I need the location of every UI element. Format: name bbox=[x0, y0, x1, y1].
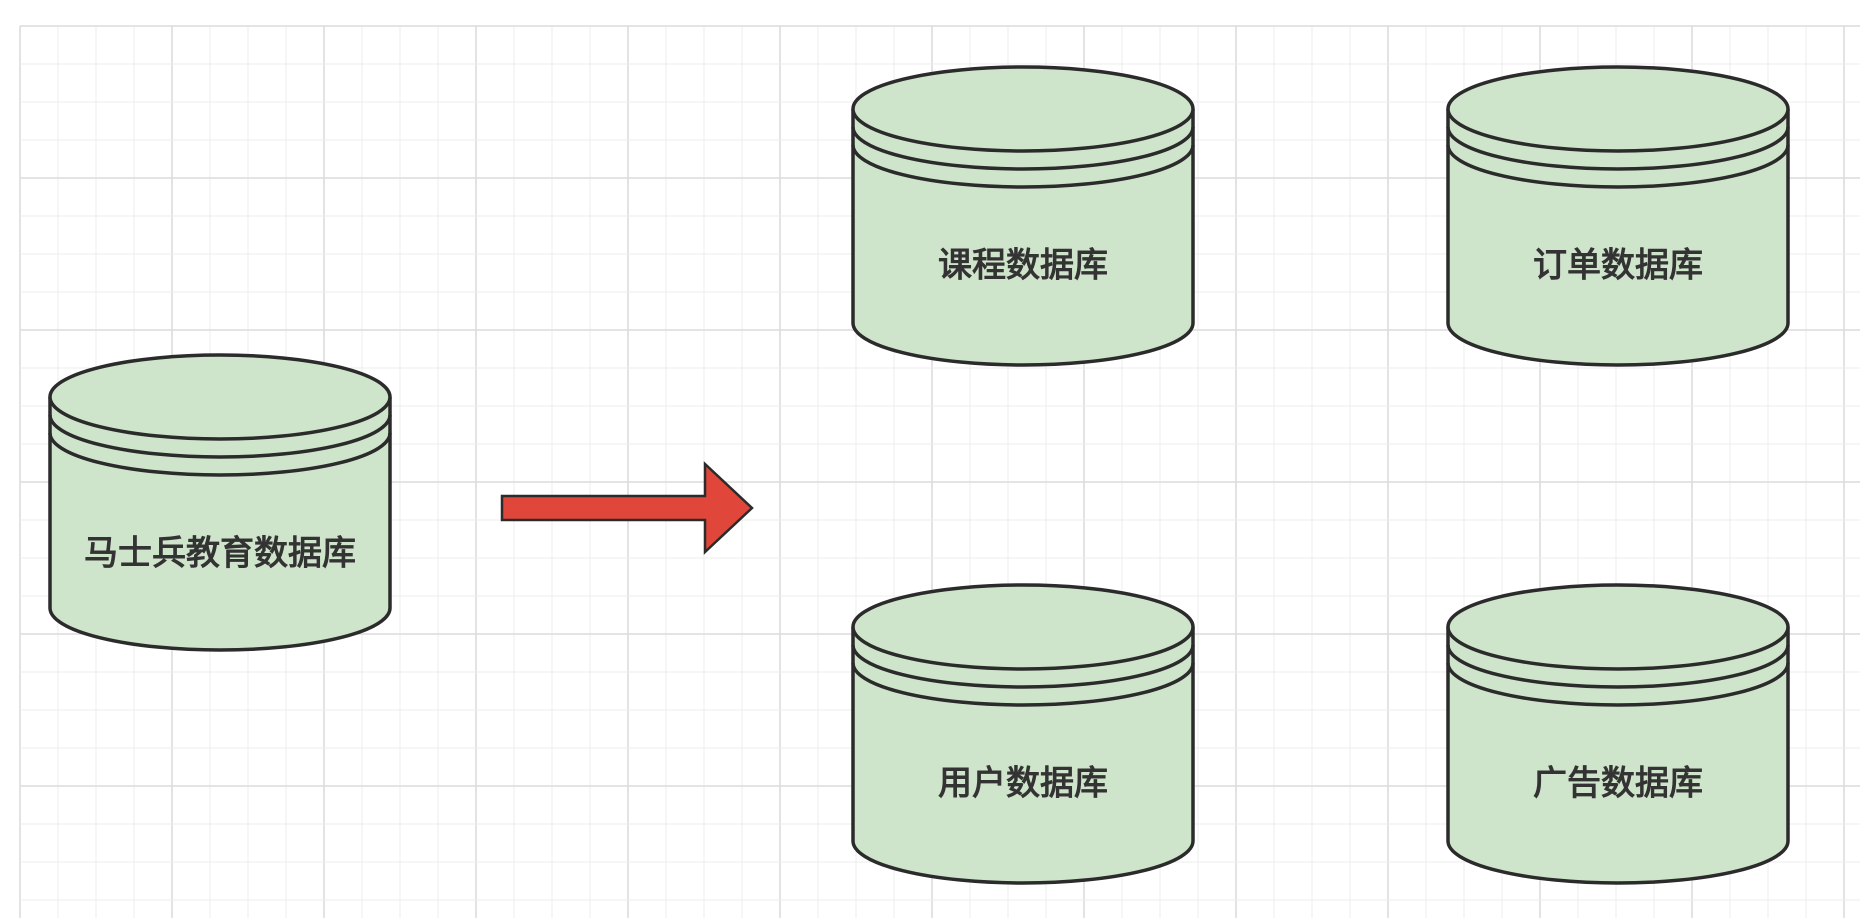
cylinder-top bbox=[1446, 583, 1790, 671]
cylinder-ring bbox=[48, 432, 392, 477]
cylinder-ring bbox=[1446, 144, 1790, 189]
target-database-ads[interactable]: 广告数据库 bbox=[1446, 583, 1790, 885]
cylinder-ring bbox=[48, 414, 392, 459]
cylinder-ring bbox=[1446, 126, 1790, 171]
target-database-user[interactable]: 用户数据库 bbox=[851, 583, 1195, 885]
cylinder-top bbox=[851, 65, 1195, 153]
cylinder-body bbox=[851, 627, 1195, 885]
cylinder-top bbox=[851, 583, 1195, 671]
user-database-label: 用户数据库 bbox=[938, 764, 1108, 804]
cylinder-ring bbox=[851, 144, 1195, 189]
cylinder-ring bbox=[1446, 644, 1790, 689]
cylinder-ring bbox=[851, 126, 1195, 171]
cylinder-body bbox=[1446, 109, 1790, 367]
right-arrow bbox=[500, 461, 754, 555]
cylinder-ring bbox=[851, 644, 1195, 689]
target-database-order[interactable]: 订单数据库 bbox=[1446, 65, 1790, 367]
cylinder-ring bbox=[851, 662, 1195, 707]
cylinder-body bbox=[48, 397, 392, 652]
cylinder-body bbox=[1446, 627, 1790, 885]
ads-database-label: 广告数据库 bbox=[1533, 764, 1703, 804]
target-database-course[interactable]: 课程数据库 bbox=[851, 65, 1195, 367]
cylinder-top bbox=[48, 353, 392, 441]
cylinder-top bbox=[1446, 65, 1790, 153]
course-database-label: 课程数据库 bbox=[938, 246, 1108, 286]
source-database[interactable]: 马士兵教育数据库 bbox=[48, 353, 392, 652]
cylinder-ring bbox=[1446, 662, 1790, 707]
order-database-label: 订单数据库 bbox=[1533, 246, 1703, 286]
source-database-label: 马士兵教育数据库 bbox=[84, 534, 356, 574]
cylinder-body bbox=[851, 109, 1195, 367]
